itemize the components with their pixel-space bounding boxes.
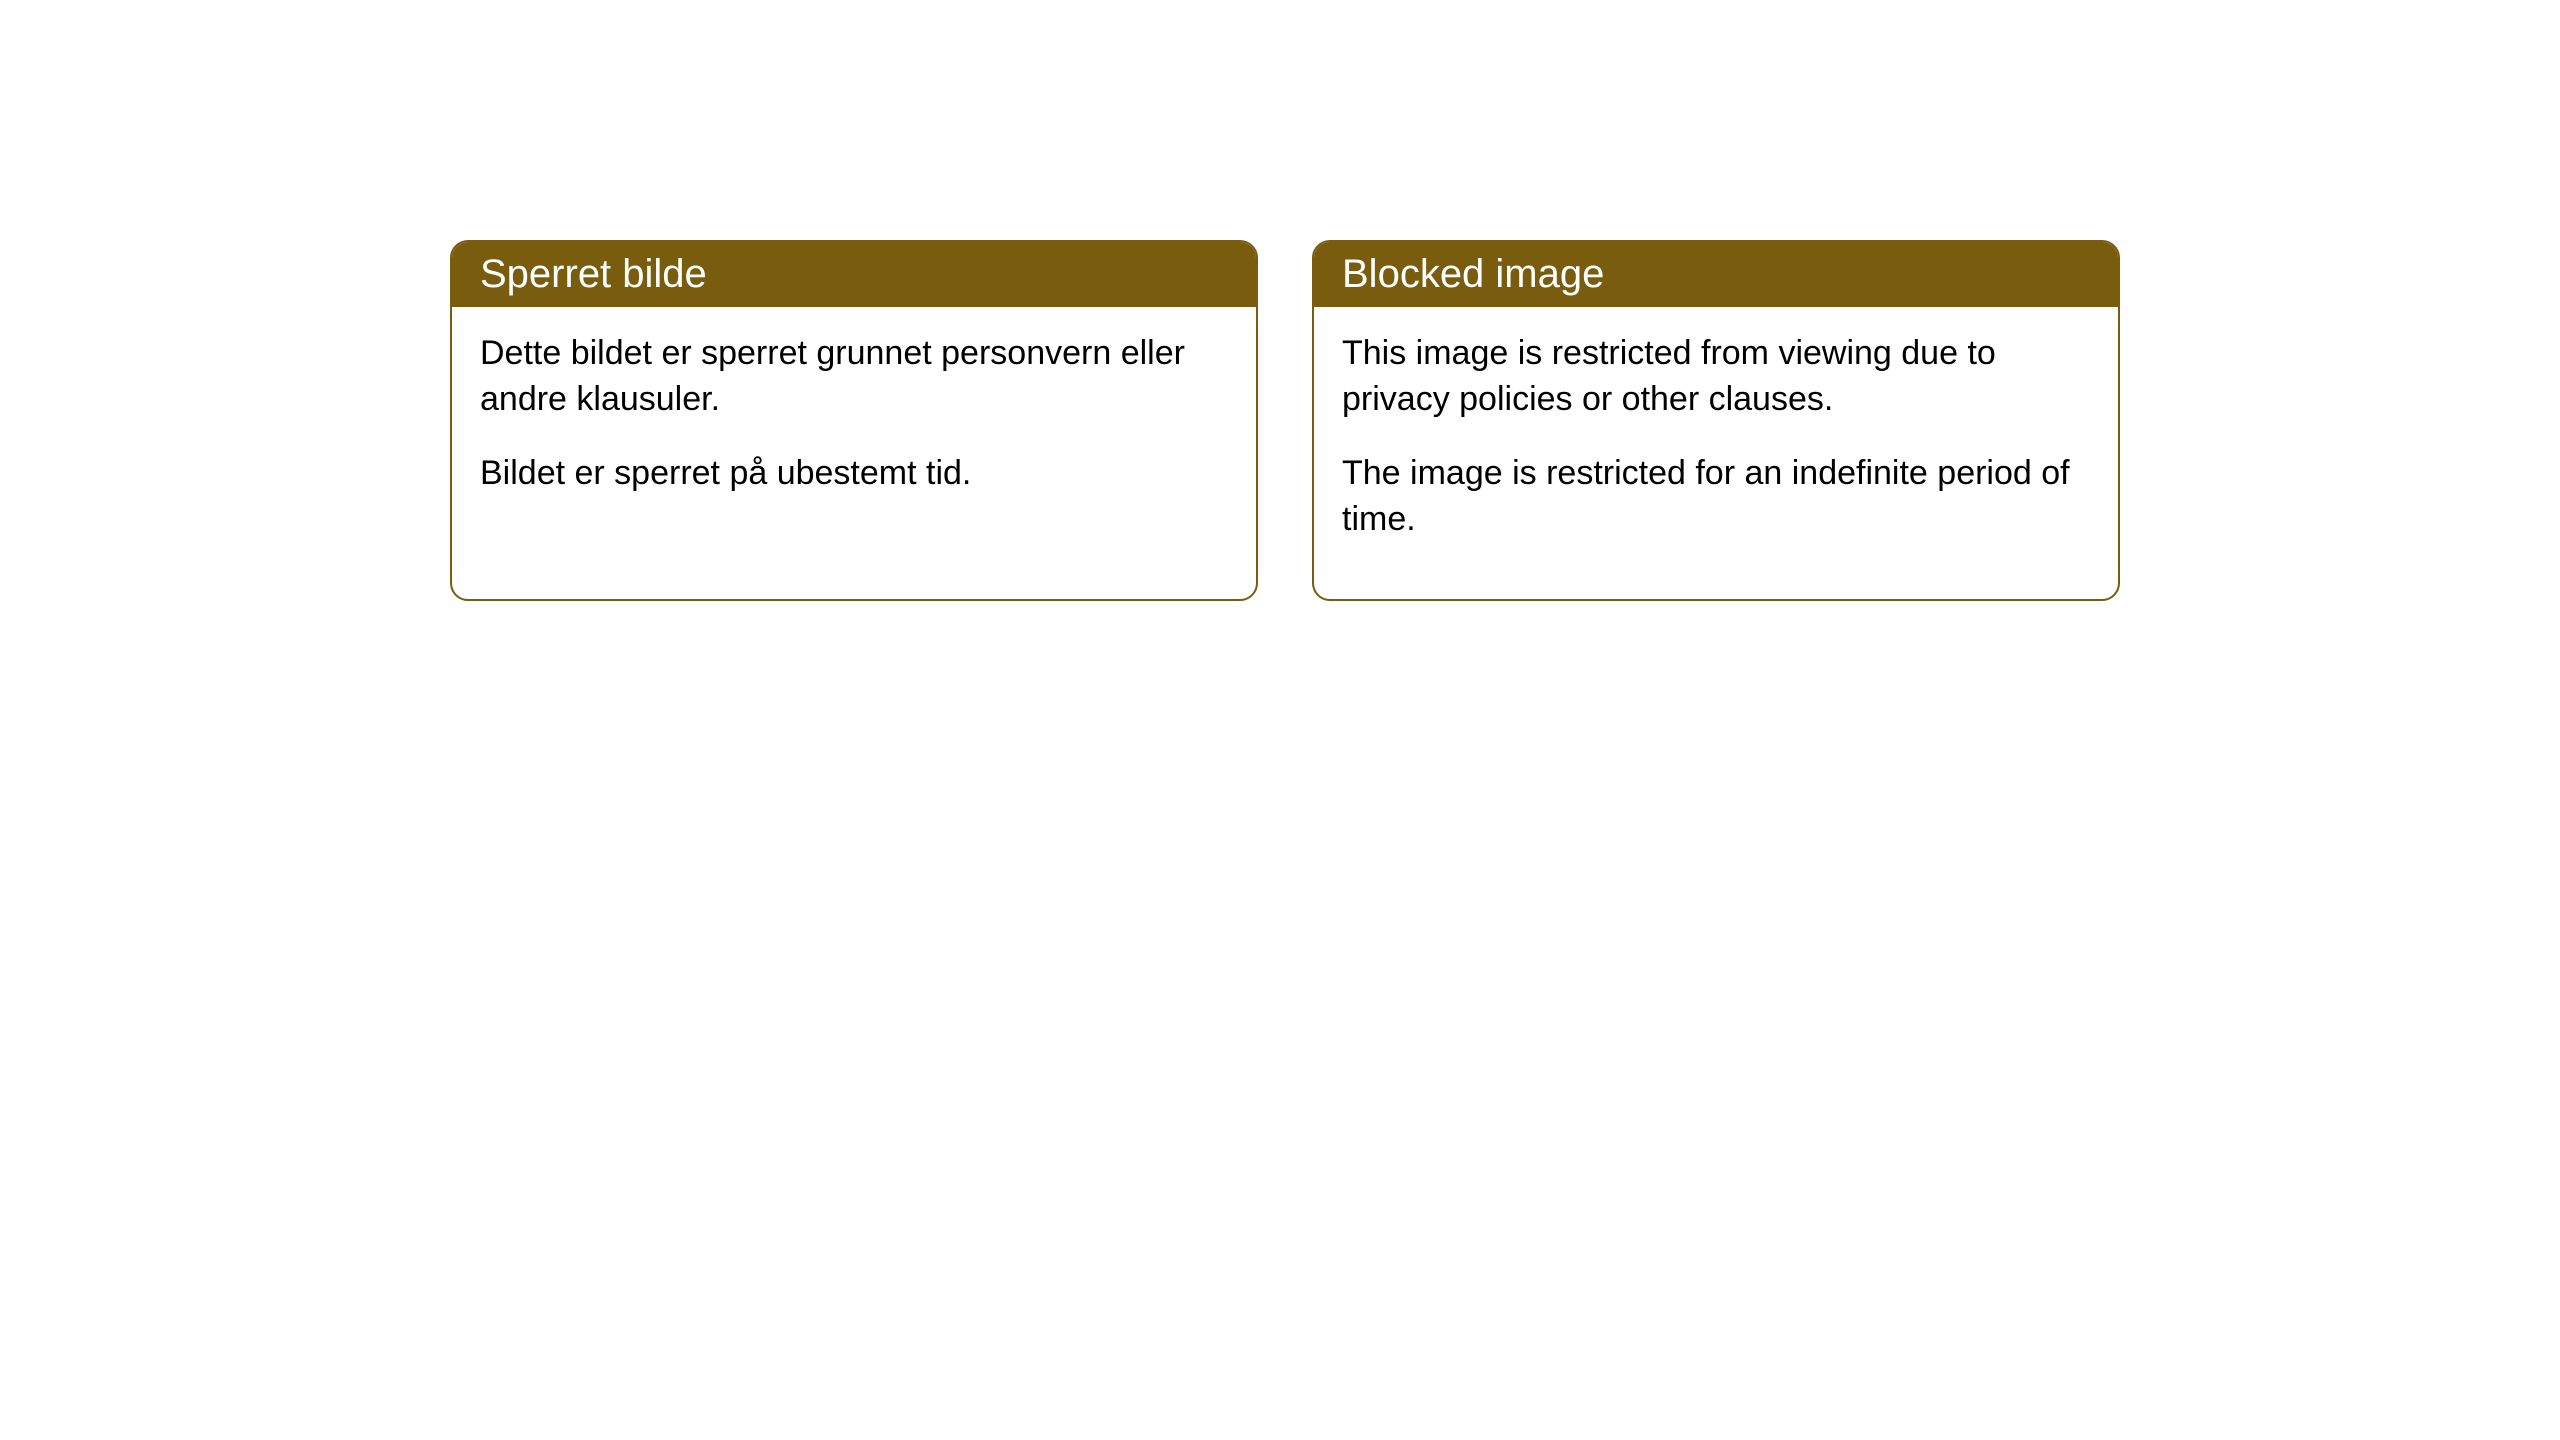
notice-card-english: Blocked image This image is restricted f… <box>1312 240 2120 601</box>
notice-container: Sperret bilde Dette bildet er sperret gr… <box>450 240 2120 601</box>
notice-paragraph-2-english: The image is restricted for an indefinit… <box>1342 451 2090 543</box>
notice-card-norwegian: Sperret bilde Dette bildet er sperret gr… <box>450 240 1258 601</box>
card-header-english: Blocked image <box>1314 242 2118 307</box>
card-body-norwegian: Dette bildet er sperret grunnet personve… <box>452 307 1256 553</box>
notice-paragraph-1-norwegian: Dette bildet er sperret grunnet personve… <box>480 331 1228 423</box>
notice-paragraph-1-english: This image is restricted from viewing du… <box>1342 331 2090 423</box>
notice-paragraph-2-norwegian: Bildet er sperret på ubestemt tid. <box>480 451 1228 497</box>
card-body-english: This image is restricted from viewing du… <box>1314 307 2118 599</box>
card-header-norwegian: Sperret bilde <box>452 242 1256 307</box>
